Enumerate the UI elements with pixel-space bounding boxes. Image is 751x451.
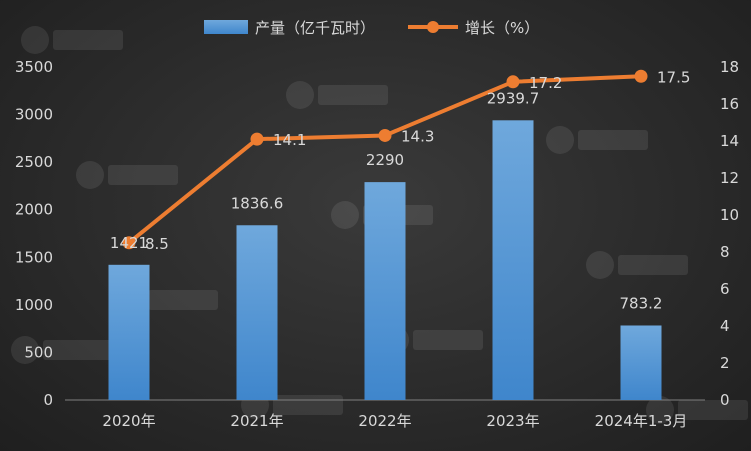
bars-group: [108, 120, 662, 401]
right-axis-tick-label: 6: [720, 280, 730, 298]
right-axis-tick-label: 4: [720, 317, 730, 335]
left-axis-tick-label: 1500: [15, 248, 53, 266]
x-axis-tick-label: 2021年: [230, 412, 283, 430]
right-axis-tick-label: 2: [720, 354, 730, 372]
x-axis-labels: 2020年 2021年 2022年 2023年 2024年1-3月: [102, 412, 687, 430]
right-axis-tick-label: 12: [720, 169, 739, 187]
left-axis-tick-label: 2000: [15, 201, 53, 219]
growth-point: [634, 69, 648, 83]
bar: [492, 120, 534, 401]
bar-data-labels: 1421 1836.6 2290 2939.7 783.2: [110, 89, 663, 312]
bar-value-label: 1836.6: [231, 194, 284, 212]
line-data-labels: 8.5 14.1 14.3 17.2 17.5: [145, 68, 690, 253]
left-axis-tick-label: 500: [24, 343, 53, 361]
legend-bar-swatch: [204, 20, 248, 34]
bar-value-label: 2290: [366, 151, 404, 169]
right-axis-tick-label: 8: [720, 243, 730, 261]
left-axis: 0 500 1000 1500 2000 2500 3000 3500: [15, 58, 53, 409]
growth-point: [122, 236, 136, 250]
bar-value-label: 783.2: [620, 294, 663, 312]
growth-value-label: 14.1: [273, 131, 306, 149]
growth-value-label: 17.5: [657, 68, 690, 86]
growth-point: [378, 128, 392, 142]
bar: [236, 225, 278, 400]
bar-value-label: 2939.7: [487, 89, 540, 107]
left-axis-tick-label: 3500: [15, 58, 53, 76]
x-axis-tick-label: 2022年: [358, 412, 411, 430]
legend: 产量（亿千瓦时） 增长（%）: [204, 19, 539, 37]
right-axis-tick-label: 0: [720, 391, 730, 409]
bar: [364, 182, 406, 400]
right-axis-tick-label: 16: [720, 95, 739, 113]
growth-point: [506, 75, 520, 89]
growth-value-label: 14.3: [401, 127, 434, 145]
x-axis-tick-label: 2024年1-3月: [595, 412, 688, 430]
bar: [620, 325, 662, 400]
right-axis-tick-label: 18: [720, 58, 739, 76]
left-axis-tick-label: 2500: [15, 153, 53, 171]
left-axis-tick-label: 1000: [15, 296, 53, 314]
legend-bar-label: 产量（亿千瓦时）: [255, 19, 375, 37]
legend-line-marker: [427, 21, 439, 33]
left-axis-tick-label: 0: [43, 391, 53, 409]
right-axis-tick-label: 10: [720, 206, 739, 224]
left-axis-tick-label: 3000: [15, 106, 53, 124]
right-axis-tick-label: 14: [720, 132, 739, 150]
growth-value-label: 17.2: [529, 74, 562, 92]
right-axis: 0 2 4 6 8 10 12 14 16 18: [720, 58, 739, 409]
bar-value-label: 1421: [110, 234, 148, 252]
growth-line-group: [122, 69, 648, 250]
x-axis-tick-label: 2023年: [486, 412, 539, 430]
growth-value-label: 8.5: [145, 235, 169, 253]
x-axis-tick-label: 2020年: [102, 412, 155, 430]
growth-point: [250, 132, 264, 146]
bar: [108, 264, 150, 400]
legend-line-label: 增长（%）: [465, 19, 539, 37]
